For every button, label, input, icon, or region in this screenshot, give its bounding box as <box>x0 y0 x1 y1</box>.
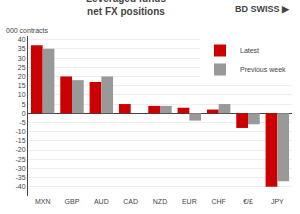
svg-text:0: 0 <box>22 110 26 117</box>
svg-text:-10: -10 <box>15 128 25 135</box>
svg-text:5: 5 <box>22 101 26 108</box>
svg-text:30: 30 <box>18 55 26 62</box>
svg-text:GBP: GBP <box>65 198 80 205</box>
svg-text:Latest: Latest <box>240 47 259 54</box>
svg-text:MXN: MXN <box>35 198 51 205</box>
svg-text:-35: -35 <box>15 174 25 181</box>
svg-text:-15: -15 <box>15 137 25 144</box>
svg-text:-40: -40 <box>15 183 25 190</box>
svg-text:EUR: EUR <box>182 198 197 205</box>
svg-text:BD SWISS ▶: BD SWISS ▶ <box>235 4 290 14</box>
svg-text:Previous week: Previous week <box>240 66 286 73</box>
svg-text:Leveraged fundsnet FX position: Leveraged fundsnet FX positions <box>86 0 166 17</box>
svg-text:-20: -20 <box>15 146 25 153</box>
svg-text:€/£: €/£ <box>243 198 253 205</box>
svg-text:AUD: AUD <box>94 198 109 205</box>
svg-text:CAD: CAD <box>123 198 138 205</box>
svg-text:-25: -25 <box>15 156 25 163</box>
svg-text:25: 25 <box>18 64 26 71</box>
svg-text:40: 40 <box>18 36 26 43</box>
svg-text:-30: -30 <box>15 165 25 172</box>
svg-text:000 contracts: 000 contracts <box>6 27 49 34</box>
svg-text:10: 10 <box>18 91 26 98</box>
svg-text:NZD: NZD <box>153 198 167 205</box>
svg-text:CHF: CHF <box>211 198 225 205</box>
svg-text:-5: -5 <box>19 119 25 126</box>
svg-text:35: 35 <box>18 45 26 52</box>
svg-text:15: 15 <box>18 82 26 89</box>
svg-text:JPY: JPY <box>271 198 284 205</box>
svg-text:20: 20 <box>18 73 26 80</box>
